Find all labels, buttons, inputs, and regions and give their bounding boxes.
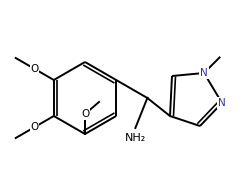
Text: N: N [218, 98, 226, 108]
Text: NH₂: NH₂ [125, 133, 146, 143]
Text: O: O [81, 109, 89, 119]
Text: O: O [31, 122, 39, 132]
Text: N: N [200, 68, 208, 78]
Text: O: O [31, 64, 39, 74]
